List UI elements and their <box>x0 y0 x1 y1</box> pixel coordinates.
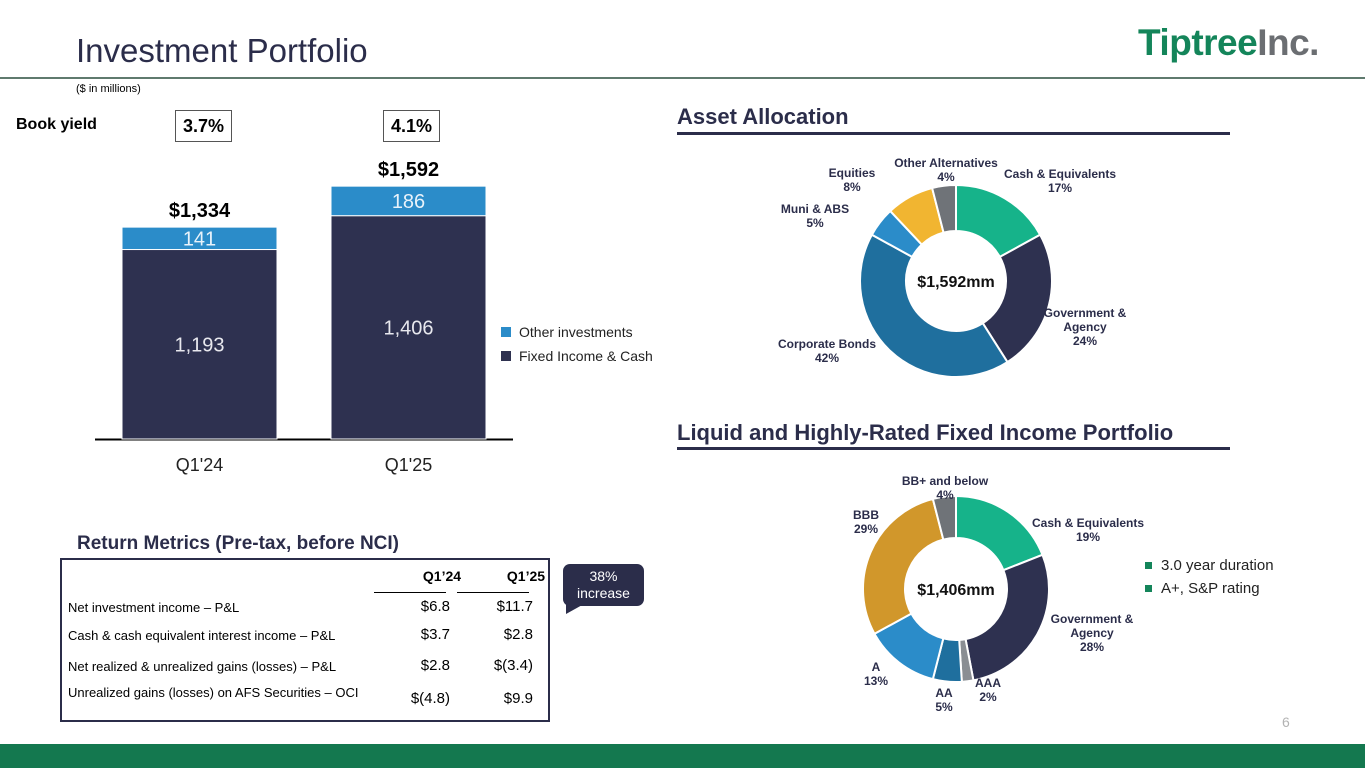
book-yield-q1-25: 4.1% <box>383 110 440 142</box>
bar-value-label: 1,193 <box>174 334 224 356</box>
slice-label: 28% <box>1080 640 1104 654</box>
slice-label: A <box>872 660 881 674</box>
slice-label: 29% <box>854 522 878 536</box>
bar-value-label: 186 <box>392 191 425 213</box>
cell-q1-25: $11.7 <box>496 598 533 615</box>
slice-label: Agency <box>1063 320 1107 334</box>
slice-label: Corporate Bonds <box>778 337 876 351</box>
row-label: Net investment income – P&L <box>68 600 240 615</box>
donut-slice <box>964 553 1050 682</box>
cell-q1-24: $2.8 <box>420 657 450 674</box>
slice-label: BB+ and below <box>902 474 989 488</box>
slice-label: Cash & Equivalents <box>1032 516 1144 530</box>
slice-label: 19% <box>1076 530 1100 544</box>
book-yield-label: Book yield <box>16 116 97 133</box>
slice-label: BBB <box>853 508 879 522</box>
header-rule <box>374 592 446 593</box>
header-divider <box>0 77 1365 79</box>
slice-label: 42% <box>815 351 839 365</box>
cell-q1-25: $9.9 <box>503 690 533 707</box>
slice-label: Other Alternatives <box>894 156 998 170</box>
donut-slice <box>862 497 945 636</box>
cell-q1-25: $2.8 <box>503 626 533 643</box>
legend-label: Fixed Income & Cash <box>519 348 653 364</box>
bar-chart-legend: Other investments Fixed Income & Cash <box>501 324 653 364</box>
bar-segment <box>121 249 278 440</box>
donut-slice <box>930 183 957 234</box>
cell-q1-24: $(4.8) <box>410 690 450 707</box>
section-underline <box>677 132 1230 135</box>
slice-label: Equities <box>829 166 876 180</box>
highlight-item: A+, S&P rating <box>1145 580 1274 597</box>
page-number: 6 <box>1282 714 1290 730</box>
slice-label: Cash & Equivalents <box>1004 167 1116 181</box>
slice-label: 13% <box>864 674 888 688</box>
bar-total-label: $1,592 <box>378 159 439 181</box>
row-label: Net realized & unrealized gains (losses)… <box>68 659 337 674</box>
slice-label: 5% <box>806 216 824 230</box>
highlight-item: 3.0 year duration <box>1145 557 1274 574</box>
donut-slice <box>981 233 1053 364</box>
slice-label: AA <box>935 686 953 700</box>
company-logo: TiptreeInc. <box>1138 22 1319 63</box>
page-title: Investment Portfolio <box>76 32 368 69</box>
bar-value-label: 141 <box>183 228 216 250</box>
slice-label: Government & <box>1051 612 1134 626</box>
donut-center-label: $1,592mm <box>917 274 994 291</box>
donut-center-label: $1,406mm <box>917 582 994 599</box>
bullet-square <box>1145 585 1152 592</box>
row-label: Cash & cash equivalent interest income –… <box>68 628 336 643</box>
slice-label: 5% <box>935 700 953 714</box>
slice-label: Government & <box>1044 306 1127 320</box>
slice-label: 24% <box>1073 334 1097 348</box>
slice-label: 4% <box>937 170 955 184</box>
bar-segment <box>330 185 487 217</box>
cell-q1-24: $3.7 <box>420 626 450 643</box>
legend-swatch <box>501 327 511 337</box>
slice-label: Muni & ABS <box>781 202 849 216</box>
slice-label: 8% <box>843 180 861 194</box>
row-label: Unrealized gains (losses) on AFS Securit… <box>68 685 359 700</box>
header-rule <box>457 592 529 593</box>
bullet-square <box>1145 562 1152 569</box>
stacked-bar-chart: 1,193 141 $1,334 Q1'24 1,406 186 $1,592 Q1'25 <box>95 159 513 475</box>
column-header-q1-24: Q1’24 <box>422 568 462 584</box>
slice-label: Agency <box>1070 626 1114 640</box>
callout-pointer <box>566 604 584 614</box>
bar-segment <box>330 215 487 440</box>
bar-total-label: $1,334 <box>169 200 231 222</box>
legend-swatch <box>501 351 511 361</box>
slice-label: AAA <box>975 676 1001 690</box>
fixed-income-title: Liquid and Highly-Rated Fixed Income Por… <box>677 420 1174 445</box>
legend-label: Other investments <box>519 324 633 340</box>
legend-item: Other investments <box>501 324 653 340</box>
x-tick-label: Q1'25 <box>385 455 432 475</box>
footer-bar <box>0 744 1365 768</box>
donut-slice <box>931 494 957 541</box>
legend-item: Fixed Income & Cash <box>501 348 653 364</box>
section-underline <box>677 447 1230 450</box>
increase-callout: 38% increase <box>563 564 644 606</box>
asset-allocation-title: Asset Allocation <box>677 104 849 129</box>
bar-value-label: 1,406 <box>383 317 433 339</box>
slice-label: 17% <box>1048 181 1072 195</box>
book-yield-q1-24: 3.7% <box>175 110 232 142</box>
cell-q1-24: $6.8 <box>420 598 450 615</box>
return-metrics-table: Q1’24 Q1’25 Net investment income – P&L … <box>60 558 550 722</box>
fixed-income-highlights: 3.0 year duration A+, S&P rating <box>1145 557 1274 597</box>
units-note: ($ in millions) <box>76 83 141 95</box>
bar-segment <box>121 226 278 251</box>
return-metrics-title: Return Metrics (Pre-tax, before NCI) <box>77 533 400 554</box>
column-header-q1-25: Q1’25 <box>506 568 546 584</box>
slice-label: 2% <box>979 690 997 704</box>
slice-label: 4% <box>936 488 954 502</box>
x-tick-label: Q1'24 <box>176 455 223 475</box>
cell-q1-25: $(3.4) <box>493 657 533 674</box>
donut-slice <box>859 233 1009 378</box>
